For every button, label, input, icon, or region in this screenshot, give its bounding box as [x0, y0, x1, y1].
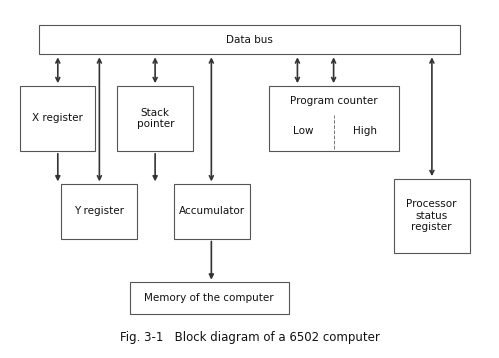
Bar [117, 86, 193, 151]
Bar [394, 179, 470, 253]
Text: Data bus: Data bus [226, 34, 273, 44]
Bar [130, 282, 288, 314]
Bar [39, 25, 460, 54]
Bar [174, 184, 250, 239]
Text: X register: X register [32, 113, 83, 124]
Text: Memory of the computer: Memory of the computer [144, 293, 274, 303]
Text: High: High [353, 126, 377, 136]
Text: Accumulator: Accumulator [179, 207, 245, 217]
Text: Processor
status
register: Processor status register [406, 199, 457, 232]
Text: Low: Low [292, 126, 313, 136]
Bar [61, 184, 137, 239]
Text: Fig. 3-1   Block diagram of a 6502 computer: Fig. 3-1 Block diagram of a 6502 compute… [120, 331, 379, 344]
Bar [19, 86, 95, 151]
Bar [269, 86, 399, 151]
Text: Program counter: Program counter [290, 96, 378, 106]
Text: Y register: Y register [74, 207, 124, 217]
Text: Stack
pointer: Stack pointer [137, 108, 174, 129]
